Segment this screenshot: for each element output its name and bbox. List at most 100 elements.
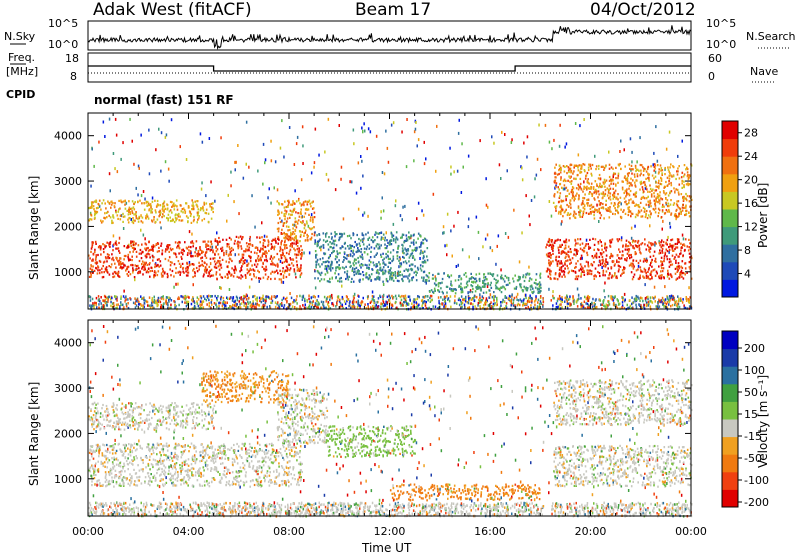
scatter-cell (251, 304, 254, 308)
region-cell (154, 220, 157, 224)
region-cell (279, 269, 281, 272)
nave-label: Nave (750, 65, 779, 78)
region-cell (391, 236, 393, 239)
scatter-cell (369, 301, 372, 304)
region-cell (169, 247, 172, 250)
region-cell (308, 199, 311, 202)
scatter-cell (371, 295, 374, 298)
region-cell (315, 255, 317, 258)
region-cell (259, 249, 261, 252)
scatter-cell (685, 297, 688, 300)
region-cell (286, 233, 289, 236)
region-cell (274, 277, 276, 280)
region-cell (105, 245, 107, 248)
scatter-cell (286, 300, 288, 303)
region-cell (166, 272, 169, 276)
scatter-cell (226, 219, 228, 223)
region-cell (304, 212, 307, 215)
region-cell (223, 254, 225, 257)
scatter-cell (238, 300, 240, 303)
region-cell (482, 280, 484, 283)
region-cell (645, 260, 648, 263)
region-cell (336, 256, 338, 259)
scatter-cell (492, 305, 494, 309)
region-cell (235, 269, 237, 272)
scatter-cell (659, 299, 661, 303)
scatter-cell (98, 204, 101, 208)
region-cell (171, 261, 173, 264)
region-cell (293, 247, 295, 250)
region-cell (595, 252, 598, 255)
scatter-cell (346, 299, 348, 303)
scatter-cell (142, 304, 144, 307)
region-cell (628, 264, 631, 267)
region-cell (548, 238, 550, 241)
cpid-label: CPID (6, 88, 36, 101)
scatter-cell (338, 298, 341, 302)
region-cell (610, 252, 612, 256)
region-cell (334, 239, 337, 242)
region-cell (405, 239, 407, 242)
region-cell (286, 199, 289, 203)
scatter-cell (423, 296, 426, 299)
region-cell (143, 263, 145, 266)
scatter-cell (486, 233, 489, 237)
scatter-cell (177, 297, 179, 301)
region-cell (602, 265, 605, 268)
region-cell (674, 247, 676, 251)
scatter-cell (213, 302, 216, 305)
scatter-cell (234, 160, 236, 164)
region-cell (376, 277, 379, 280)
region-cell (661, 244, 664, 247)
scatter-cell (553, 296, 555, 300)
region-cell (359, 255, 361, 258)
scatter-cell (593, 304, 596, 307)
region-cell (319, 258, 322, 261)
scatter-cell (388, 298, 391, 302)
region-cell (572, 270, 575, 273)
region-cell (609, 256, 611, 259)
region-cell (671, 248, 674, 251)
region-cell (351, 244, 354, 248)
region-cell (379, 268, 381, 271)
region-cell (561, 270, 563, 273)
scatter-cell (133, 162, 135, 166)
region-cell (448, 276, 451, 279)
region-cell (484, 282, 487, 286)
region-cell (604, 247, 606, 250)
region-cell (113, 243, 115, 246)
scatter-cell (322, 303, 324, 306)
region-cell (384, 239, 386, 242)
region-cell (616, 276, 618, 280)
region-cell (395, 276, 397, 279)
region-cell (158, 246, 160, 249)
region-cell (230, 249, 233, 252)
scatter-cell (380, 210, 382, 214)
region-cell (618, 265, 620, 268)
region-cell (414, 248, 416, 252)
region-cell (174, 252, 177, 255)
region-cell (390, 243, 393, 246)
scatter-cell (108, 243, 110, 247)
scatter-cell (339, 302, 342, 305)
region-cell (209, 269, 211, 272)
region-cell (137, 244, 140, 247)
region-cell (435, 284, 437, 287)
region-cell (549, 273, 552, 276)
region-cell (110, 263, 113, 266)
region-cell (152, 259, 154, 262)
region-cell (570, 261, 572, 264)
region-cell (619, 257, 621, 260)
region-cell (496, 287, 499, 290)
region-cell (634, 185, 637, 188)
region-cell (311, 201, 313, 204)
region-cell (270, 272, 272, 275)
region-cell (666, 250, 669, 253)
scatter-cell (184, 295, 186, 298)
region-cell (681, 266, 684, 269)
scatter-cell (664, 167, 666, 171)
region-cell (104, 202, 106, 205)
region-cell (477, 284, 479, 287)
scatter-cell (485, 177, 487, 181)
region-cell (661, 262, 663, 266)
